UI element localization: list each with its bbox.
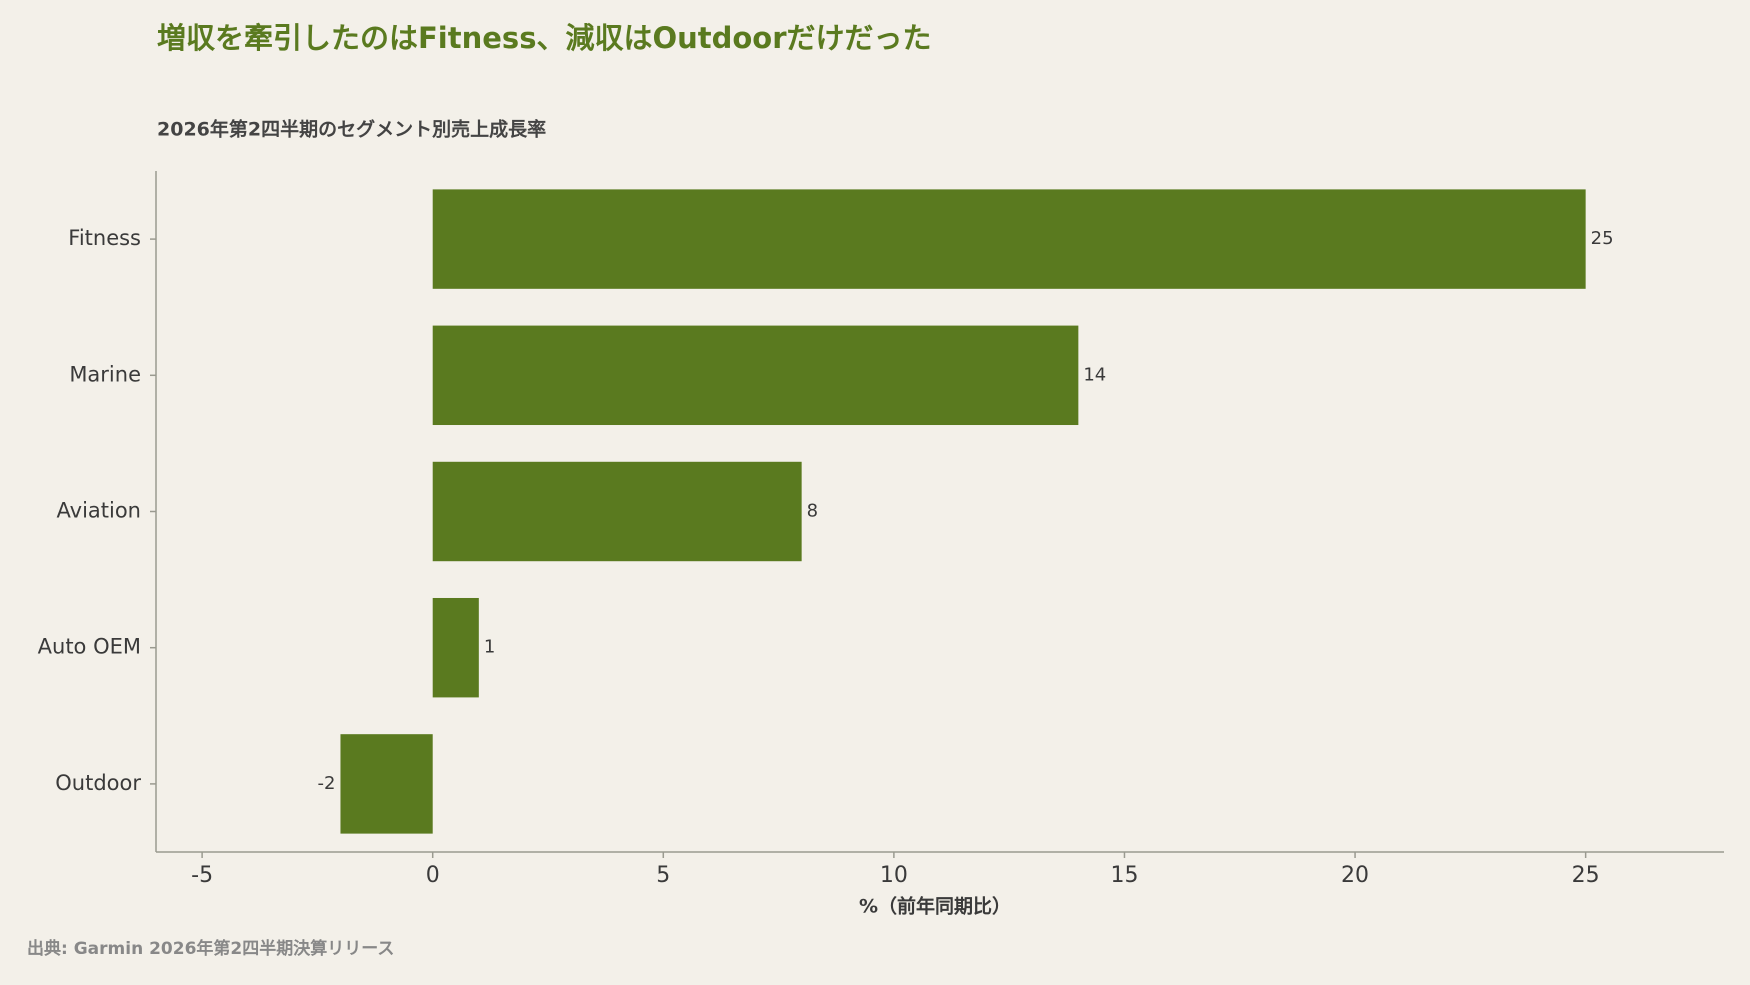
value-label: 25	[1591, 228, 1614, 249]
source-note: 出典: Garmin 2026年第2四半期決算リリース	[27, 938, 394, 959]
x-tick-label: 25	[1572, 863, 1600, 888]
bar	[432, 461, 802, 562]
value-label: 1	[484, 637, 495, 658]
chart-subtitle: 2026年第2四半期のセグメント別売上成長率	[157, 118, 546, 141]
x-tick-label: -5	[191, 863, 213, 888]
x-tick-label: 10	[880, 863, 908, 888]
value-label: 14	[1083, 364, 1106, 385]
value-label: -2	[318, 773, 336, 794]
y-tick-label: Auto OEM	[38, 635, 141, 659]
x-tick-label: 15	[1110, 863, 1138, 888]
x-axis-label: %（前年同期比）	[859, 895, 1011, 918]
x-tick-label: 20	[1341, 863, 1369, 888]
bar	[432, 189, 1586, 289]
y-tick-label: Aviation	[57, 499, 142, 523]
bar	[340, 734, 433, 834]
value-label: 8	[807, 501, 818, 522]
x-tick-label: 5	[656, 863, 670, 888]
y-tick-label: Fitness	[68, 226, 141, 250]
x-tick-label: 0	[426, 863, 440, 888]
bar	[432, 597, 479, 698]
y-tick-label: Marine	[69, 362, 141, 386]
bar	[432, 325, 1079, 426]
chart-title: 増収を牽引したのはFitness、減収はOutdoorだけだった	[157, 21, 932, 55]
y-tick-label: Outdoor	[55, 771, 141, 795]
